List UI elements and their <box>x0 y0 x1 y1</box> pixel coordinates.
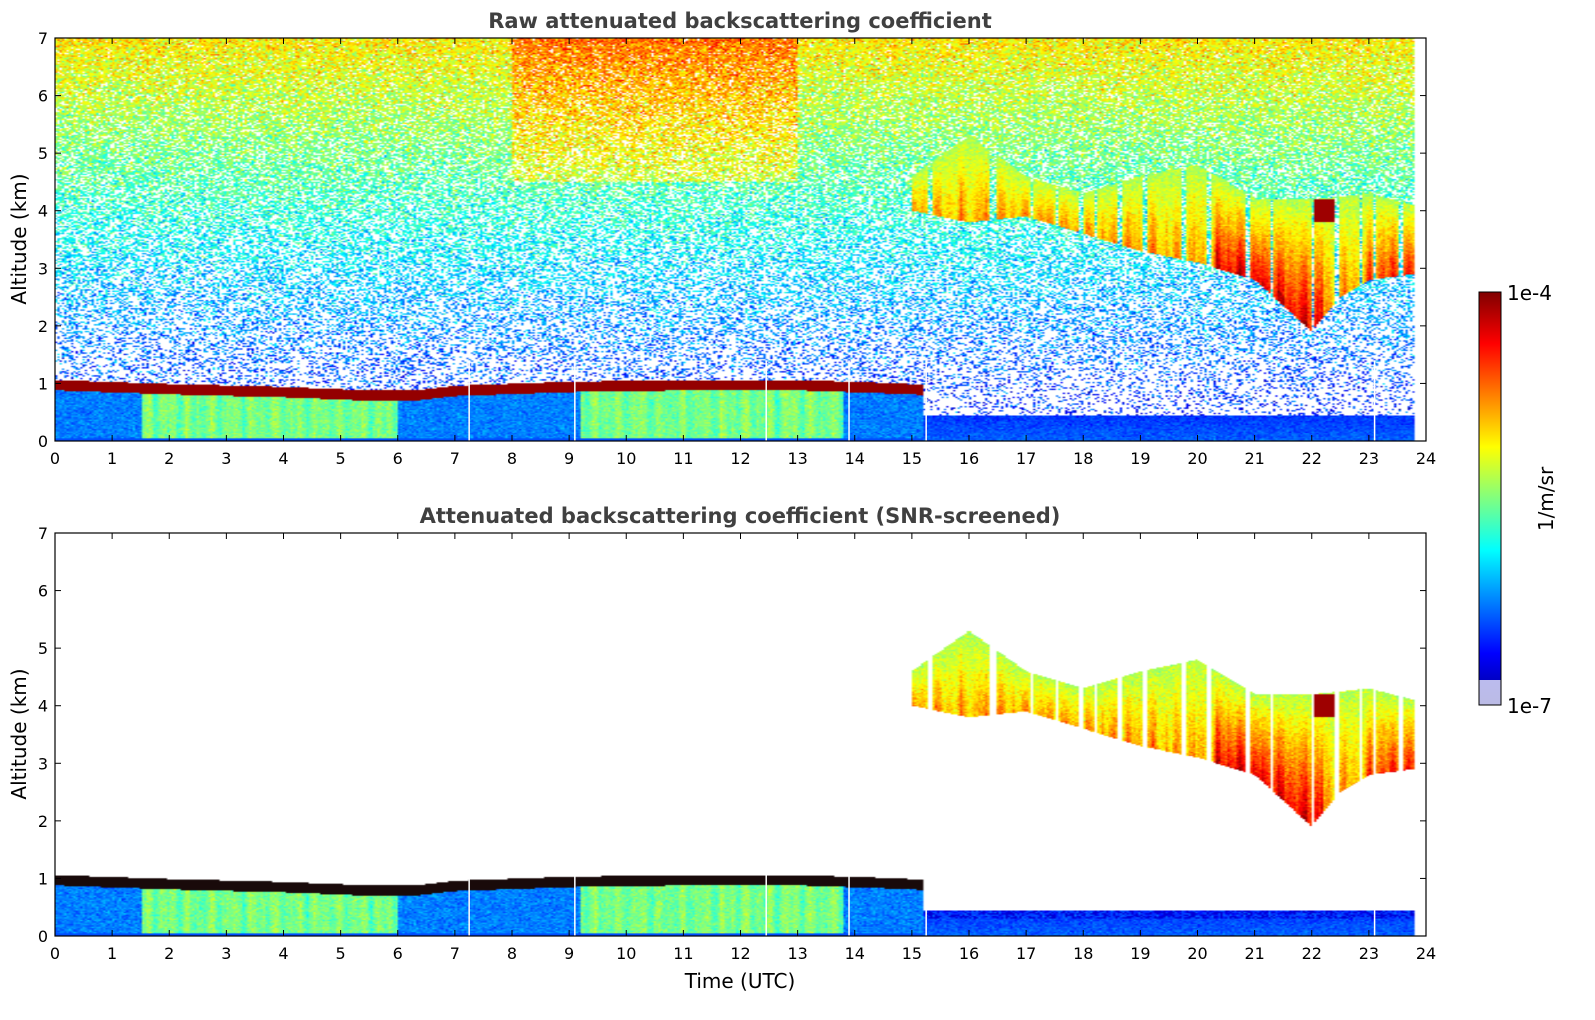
x-tick-label: 8 <box>507 449 517 468</box>
x-tick-label: 19 <box>1130 449 1150 468</box>
x-tick-label: 11 <box>673 449 693 468</box>
panel1-y-axis-label: Altitude (km) <box>7 173 31 304</box>
x-tick-label: 4 <box>278 944 288 963</box>
x-tick-label: 20 <box>1187 944 1207 963</box>
x-tick-label: 12 <box>730 449 750 468</box>
x-tick-label: 20 <box>1187 449 1207 468</box>
x-tick-label: 22 <box>1302 944 1322 963</box>
x-axis-label: Time (UTC) <box>684 969 796 993</box>
y-tick-label: 5 <box>38 639 48 658</box>
x-tick-label: 19 <box>1130 944 1150 963</box>
x-tick-label: 10 <box>616 944 636 963</box>
x-tick-label: 16 <box>959 944 979 963</box>
x-tick-label: 13 <box>787 944 807 963</box>
x-tick-label: 1 <box>107 944 117 963</box>
x-tick-label: 15 <box>902 449 922 468</box>
colorbar-low-band <box>1479 680 1501 705</box>
x-tick-label: 22 <box>1302 449 1322 468</box>
x-tick-label: 0 <box>50 944 60 963</box>
y-tick-label: 0 <box>38 927 48 946</box>
panel1-title: Raw attenuated backscattering coefficien… <box>488 9 992 33</box>
x-tick-label: 4 <box>278 449 288 468</box>
colorbar: 1e-4 1e-7 1/m/sr <box>1478 281 1558 718</box>
x-tick-label: 17 <box>1016 449 1036 468</box>
x-tick-label: 6 <box>393 944 403 963</box>
x-tick-label: 15 <box>902 944 922 963</box>
y-tick-label: 4 <box>38 697 48 716</box>
panel2-x-ticks: 0 1 2 3 4 5 6 7 8 9 10 11 12 13 14 15 16 17 18 19 20 21 22 23 24 <box>50 533 1436 963</box>
x-tick-label: 5 <box>336 449 346 468</box>
x-tick-label: 23 <box>1359 449 1379 468</box>
x-tick-label: 9 <box>564 944 574 963</box>
panel2-title: Attenuated backscattering coefficient (S… <box>420 504 1061 528</box>
y-tick-label: 7 <box>38 524 48 543</box>
x-tick-label: 21 <box>1244 944 1264 963</box>
raw-backscatter-panel: Raw attenuated backscattering coefficien… <box>7 9 1436 468</box>
x-tick-label: 18 <box>1073 944 1093 963</box>
colorbar-min-label: 1e-7 <box>1507 694 1552 718</box>
x-tick-label: 7 <box>450 449 460 468</box>
x-tick-label: 11 <box>673 944 693 963</box>
x-tick-label: 7 <box>450 944 460 963</box>
x-tick-label: 9 <box>564 449 574 468</box>
snr-screened-panel: Attenuated backscattering coefficient (S… <box>7 504 1436 993</box>
panel1-y-ticks: 0 1 2 3 4 5 6 7 <box>38 29 1426 451</box>
x-tick-label: 2 <box>164 944 174 963</box>
y-tick-label: 5 <box>38 144 48 163</box>
x-tick-label: 2 <box>164 449 174 468</box>
colorbar-frame <box>1478 291 1502 706</box>
x-tick-label: 0 <box>50 449 60 468</box>
x-tick-label: 13 <box>787 449 807 468</box>
y-tick-label: 4 <box>38 202 48 221</box>
panel1-x-ticks: 0 1 2 3 4 5 6 7 8 9 10 11 12 13 14 15 16 17 18 19 20 21 22 23 24 <box>50 38 1436 468</box>
x-tick-label: 1 <box>107 449 117 468</box>
x-tick-label: 24 <box>1416 944 1436 963</box>
x-tick-label: 14 <box>845 944 865 963</box>
x-tick-label: 24 <box>1416 449 1436 468</box>
x-tick-label: 17 <box>1016 944 1036 963</box>
x-tick-label: 23 <box>1359 944 1379 963</box>
panel2-heatmap <box>55 533 1426 936</box>
x-tick-label: 21 <box>1244 449 1264 468</box>
y-tick-label: 6 <box>38 87 48 106</box>
y-tick-label: 2 <box>38 812 48 831</box>
y-tick-label: 6 <box>38 582 48 601</box>
colorbar-gradient <box>1479 292 1501 705</box>
y-tick-label: 3 <box>38 754 48 773</box>
x-tick-label: 3 <box>221 944 231 963</box>
panel1-heatmap <box>55 38 1426 441</box>
y-tick-label: 1 <box>38 869 48 888</box>
x-tick-label: 12 <box>730 944 750 963</box>
y-tick-label: 0 <box>38 432 48 451</box>
x-tick-label: 6 <box>393 449 403 468</box>
x-tick-label: 5 <box>336 944 346 963</box>
colorbar-max-label: 1e-4 <box>1507 281 1552 305</box>
y-tick-label: 2 <box>38 317 48 336</box>
x-tick-label: 16 <box>959 449 979 468</box>
colorbar-unit-label: 1/m/sr <box>1534 466 1558 531</box>
panel2-y-ticks: 0 1 2 3 4 5 6 7 <box>38 524 1426 946</box>
x-tick-label: 8 <box>507 944 517 963</box>
panel2-data-gaps <box>468 855 1376 936</box>
panel2-y-axis-label: Altitude (km) <box>7 668 31 799</box>
y-tick-label: 1 <box>38 374 48 393</box>
y-tick-label: 3 <box>38 259 48 278</box>
x-tick-label: 10 <box>616 449 636 468</box>
x-tick-label: 18 <box>1073 449 1093 468</box>
x-tick-label: 3 <box>221 449 231 468</box>
panel1-data-gaps <box>468 360 1376 441</box>
x-tick-label: 14 <box>845 449 865 468</box>
y-tick-label: 7 <box>38 29 48 48</box>
